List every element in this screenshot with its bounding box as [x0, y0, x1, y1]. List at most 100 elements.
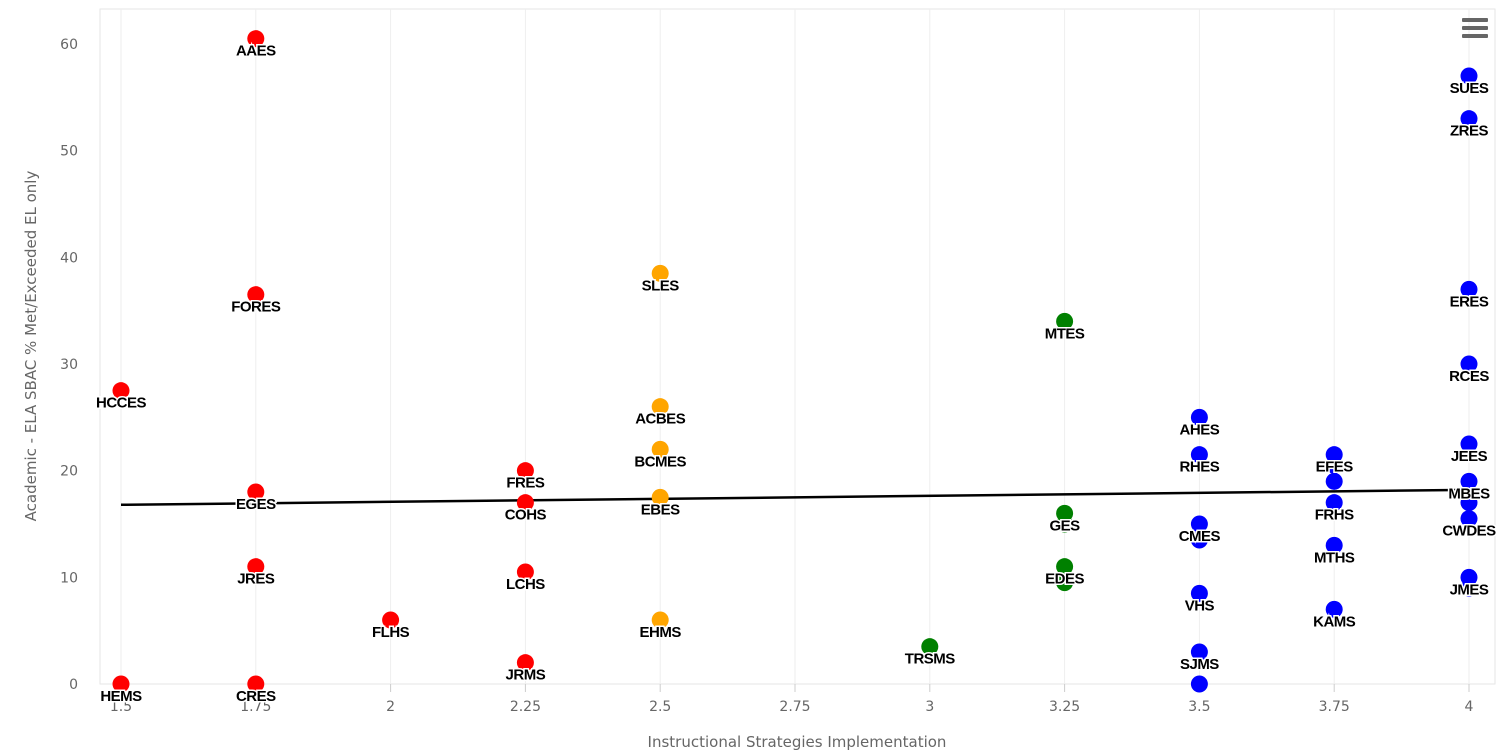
data-label-cmes: CMES [1179, 528, 1221, 545]
data-label-cres: CRES [236, 688, 276, 705]
data-point-cohs[interactable] [516, 494, 534, 512]
data-point-jmes[interactable] [1460, 568, 1478, 586]
data-point-sues[interactable] [1460, 67, 1478, 85]
data-label-vhs: VHS [1185, 597, 1215, 614]
data-point-jrms[interactable] [516, 654, 534, 672]
data-point-cmes[interactable] [1190, 515, 1208, 533]
data-point[interactable] [1325, 472, 1343, 490]
data-point-jres[interactable] [247, 558, 265, 576]
data-label-aaes: AAES [236, 43, 276, 60]
data-label-kams: KAMS [1313, 613, 1356, 630]
data-label-edes: EDES [1045, 571, 1084, 588]
x-tick-label: 1.75 [240, 699, 271, 715]
data-label-eres: ERES [1450, 293, 1489, 310]
data-point[interactable] [1190, 675, 1208, 693]
data-label-mths: MTHS [1314, 549, 1355, 566]
data-point-bcmes[interactable] [651, 440, 669, 458]
data-point-acbes[interactable] [651, 398, 669, 416]
data-label-cohs: COHS [505, 507, 547, 524]
data-point-cres[interactable] [247, 675, 265, 693]
menu-button[interactable] [1458, 14, 1490, 42]
y-tick-label: 10 [60, 570, 78, 586]
data-label-hcces: HCCES [96, 395, 147, 412]
data-points [112, 30, 1478, 693]
data-point-jees[interactable] [1460, 435, 1478, 453]
x-tick-label: 2.75 [779, 699, 810, 715]
data-label-rhes: RHES [1180, 459, 1220, 476]
data-point[interactable] [1190, 531, 1208, 549]
data-point-hems[interactable] [112, 675, 130, 693]
x-tick-label: 3 [925, 699, 934, 715]
data-label-zres: ZRES [1450, 123, 1489, 140]
data-point-rhes[interactable] [1190, 446, 1208, 464]
x-axis-ticks: 1.5 1.75 2 2.25 2.5 2.75 3 3.25 3.5 3.75 4 [110, 684, 1474, 715]
y-tick-label: 40 [60, 250, 78, 266]
data-point-ebes[interactable] [651, 488, 669, 506]
data-point-trsms[interactable] [921, 638, 939, 656]
y-tick-label: 50 [60, 144, 78, 160]
y-tick-label: 30 [60, 357, 78, 373]
data-point-sles[interactable] [651, 264, 669, 282]
data-point-eges[interactable] [247, 483, 265, 501]
data-point-hcces[interactable] [112, 382, 130, 400]
data-point-kams[interactable] [1325, 600, 1343, 618]
data-label-mbes: MBES [1448, 485, 1490, 502]
data-label-efes: EFES [1316, 459, 1354, 476]
data-point-lchs[interactable] [516, 563, 534, 581]
trendline [120, 488, 1470, 507]
data-point[interactable] [1460, 494, 1478, 512]
data-point-ehms[interactable] [651, 611, 669, 629]
y-tick-label: 20 [60, 464, 78, 480]
data-point-efes[interactable] [1325, 446, 1343, 464]
y-tick-label: 0 [69, 677, 78, 693]
data-point-cwdes[interactable] [1460, 510, 1478, 528]
data-label-eges: EGES [236, 496, 276, 513]
data-label-flhs: FLHS [372, 624, 410, 641]
data-point-ges[interactable] [1056, 504, 1074, 522]
x-tick-label: 2.25 [510, 699, 541, 715]
data-label-fres: FRES [506, 475, 545, 492]
data-point-mtes[interactable] [1056, 312, 1074, 330]
data-point-fres[interactable] [516, 462, 534, 480]
data-label-acbes: ACBES [635, 411, 686, 428]
data-label-rces: RCES [1449, 368, 1489, 385]
x-tick-label: 1.5 [110, 699, 132, 715]
data-point-mths[interactable] [1325, 536, 1343, 554]
data-point-frhs[interactable] [1325, 494, 1343, 512]
data-label-fores: FORES [231, 299, 281, 316]
data-label-ebes: EBES [641, 501, 680, 518]
data-point[interactable] [1056, 574, 1074, 592]
x-axis-title: Instructional Strategies Implementation [648, 733, 947, 751]
data-label-sles: SLES [642, 277, 680, 294]
y-tick-label: 60 [60, 37, 78, 53]
data-point-aaes[interactable] [247, 30, 265, 48]
data-point-edes[interactable] [1056, 558, 1074, 576]
data-point-sjms[interactable] [1190, 643, 1208, 661]
data-label-lchs: LCHS [506, 576, 545, 593]
data-point-vhs[interactable] [1190, 584, 1208, 602]
menu-icon [1462, 18, 1488, 38]
data-label-jees: JEES [1451, 448, 1488, 465]
data-labels: AAES FORES HCCES EGES JRES HEMS CRES FLHS FRES CO… [94, 41, 1498, 706]
data-point-zres[interactable] [1460, 110, 1478, 128]
data-label-jres: JRES [237, 571, 275, 588]
data-point-ahes[interactable] [1190, 408, 1208, 426]
data-label-sues: SUES [1450, 80, 1489, 97]
x-tick-label: 4 [1465, 699, 1474, 715]
x-tick-label: 3.5 [1188, 699, 1210, 715]
data-label-mtes: MTES [1045, 325, 1085, 342]
data-label-sjms: SJMS [1180, 656, 1219, 673]
trendline-group [120, 488, 1470, 507]
x-tick-label: 2.5 [649, 699, 671, 715]
data-label-ges: GES [1050, 517, 1081, 534]
data-point-fores[interactable] [247, 286, 265, 304]
data-label-ahes: AHES [1180, 421, 1220, 438]
data-point-rces[interactable] [1460, 355, 1478, 373]
data-label-cwdes: CWDES [1442, 523, 1496, 540]
data-label-bcmes: BCMES [634, 453, 686, 470]
data-label-hems: HEMS [100, 688, 142, 705]
data-point-mbes[interactable] [1460, 472, 1478, 490]
data-point-eres[interactable] [1460, 280, 1478, 298]
data-point-flhs[interactable] [382, 611, 400, 629]
